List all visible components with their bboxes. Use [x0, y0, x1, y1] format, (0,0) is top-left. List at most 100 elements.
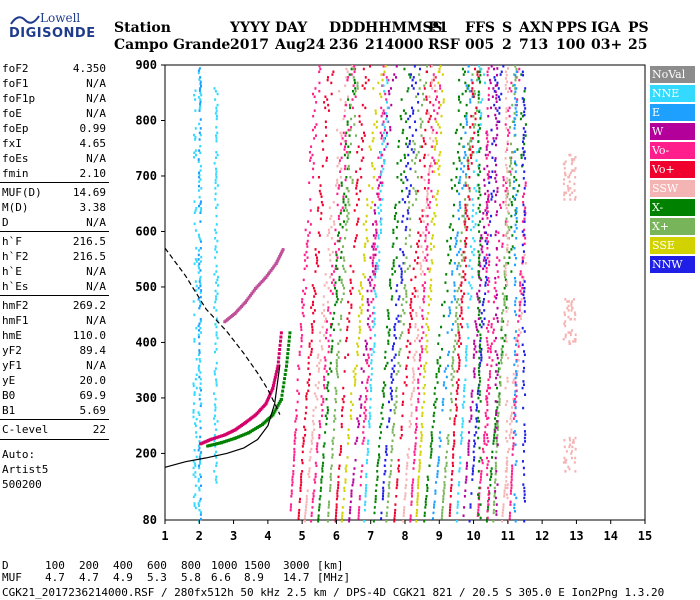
- echo-mark: [496, 190, 499, 193]
- echo-mark: [417, 478, 420, 481]
- echo-mark: [405, 345, 408, 348]
- echo-mark: [359, 284, 362, 287]
- echo-mark: [335, 389, 338, 393]
- patch-mark: [568, 467, 571, 471]
- upper-trace-point: [243, 300, 247, 304]
- echo-mark: [469, 98, 472, 101]
- echo-mark: [515, 217, 518, 220]
- echo-mark: [303, 267, 306, 271]
- echo-mark: [523, 110, 526, 113]
- echo-mark: [492, 328, 495, 332]
- echo-mark: [492, 508, 495, 512]
- echo-mark: [406, 195, 409, 198]
- echo-mark: [473, 67, 476, 71]
- echo-mark: [472, 225, 475, 229]
- echo-mark: [354, 372, 357, 376]
- echo-mark: [360, 175, 363, 179]
- echo-mark: [485, 200, 488, 204]
- echo-mark: [494, 496, 497, 500]
- patch-mark: [569, 171, 572, 175]
- patch-mark: [570, 450, 573, 453]
- noise-mark: [198, 122, 201, 126]
- echo-mark: [470, 414, 473, 418]
- echo-mark: [331, 439, 334, 443]
- noise-mark: [198, 278, 201, 281]
- echo-mark: [490, 214, 493, 218]
- echo-mark: [338, 464, 341, 468]
- echo-mark: [410, 73, 413, 76]
- echo-mark: [421, 284, 424, 287]
- echo-mark: [435, 198, 438, 201]
- echo-mark: [384, 384, 387, 387]
- echo-mark: [495, 289, 498, 293]
- echo-mark: [318, 361, 321, 365]
- echo-mark: [515, 313, 518, 317]
- echo-mark: [345, 151, 348, 154]
- echo-mark: [371, 347, 374, 351]
- echo-mark: [506, 192, 509, 196]
- patch-mark: [563, 313, 566, 317]
- echo-mark: [416, 175, 419, 179]
- echo-mark: [406, 209, 409, 212]
- echo-mark: [389, 281, 392, 284]
- echo-mark: [413, 142, 416, 146]
- echo-mark: [419, 445, 422, 448]
- noise-mark: [215, 173, 218, 176]
- echo-mark: [353, 245, 356, 248]
- echo-mark: [392, 425, 395, 429]
- echo-mark: [499, 203, 502, 207]
- echo-mark: [364, 386, 367, 390]
- noise-mark: [214, 300, 217, 304]
- noise-mark: [197, 286, 200, 290]
- echo-mark: [522, 200, 525, 204]
- echo-mark: [397, 139, 400, 143]
- echo-mark: [446, 239, 449, 243]
- echo-mark: [495, 247, 498, 250]
- echo-mark: [362, 353, 365, 357]
- echo-mark: [487, 67, 490, 70]
- patch-mark: [568, 340, 571, 343]
- noise-mark: [215, 175, 218, 179]
- patch-mark: [573, 461, 576, 464]
- echo-mark: [343, 192, 346, 196]
- echo-mark: [427, 181, 430, 185]
- trace-x-point: [276, 403, 280, 407]
- echo-mark: [341, 206, 344, 209]
- echo-mark: [408, 234, 411, 237]
- echo-mark: [311, 497, 314, 501]
- echo-mark: [478, 300, 481, 303]
- echo-mark: [435, 89, 438, 93]
- echo-mark: [384, 92, 387, 96]
- echo-mark: [293, 442, 296, 445]
- param-key: h`Es: [2, 280, 29, 293]
- echo-mark: [417, 92, 420, 96]
- echo-mark: [432, 128, 435, 132]
- echo-mark: [359, 306, 362, 309]
- echo-mark: [514, 103, 517, 107]
- echo-mark: [358, 120, 361, 123]
- echo-mark: [393, 433, 396, 437]
- echo-mark: [348, 73, 351, 76]
- noise-mark: [199, 484, 202, 487]
- echo-mark: [510, 486, 513, 490]
- echo-mark: [458, 142, 461, 146]
- echo-mark: [477, 313, 480, 317]
- echo-mark: [317, 175, 320, 179]
- echo-mark: [423, 286, 426, 290]
- echo-mark: [517, 342, 520, 345]
- echo-mark: [450, 400, 453, 404]
- echo-mark: [411, 381, 414, 384]
- trace-x-point: [284, 368, 288, 372]
- echo-mark: [404, 200, 407, 204]
- echo-mark: [478, 486, 481, 490]
- echo-mark: [524, 130, 527, 133]
- echo-mark: [453, 284, 456, 287]
- noise-mark: [217, 284, 220, 287]
- echo-mark: [432, 506, 435, 509]
- echo-mark: [406, 461, 409, 465]
- param-value: 110.0: [72, 329, 106, 342]
- echo-mark: [392, 345, 395, 348]
- trace-x-point: [230, 437, 234, 441]
- echo-mark: [429, 298, 432, 301]
- echo-mark: [429, 164, 432, 168]
